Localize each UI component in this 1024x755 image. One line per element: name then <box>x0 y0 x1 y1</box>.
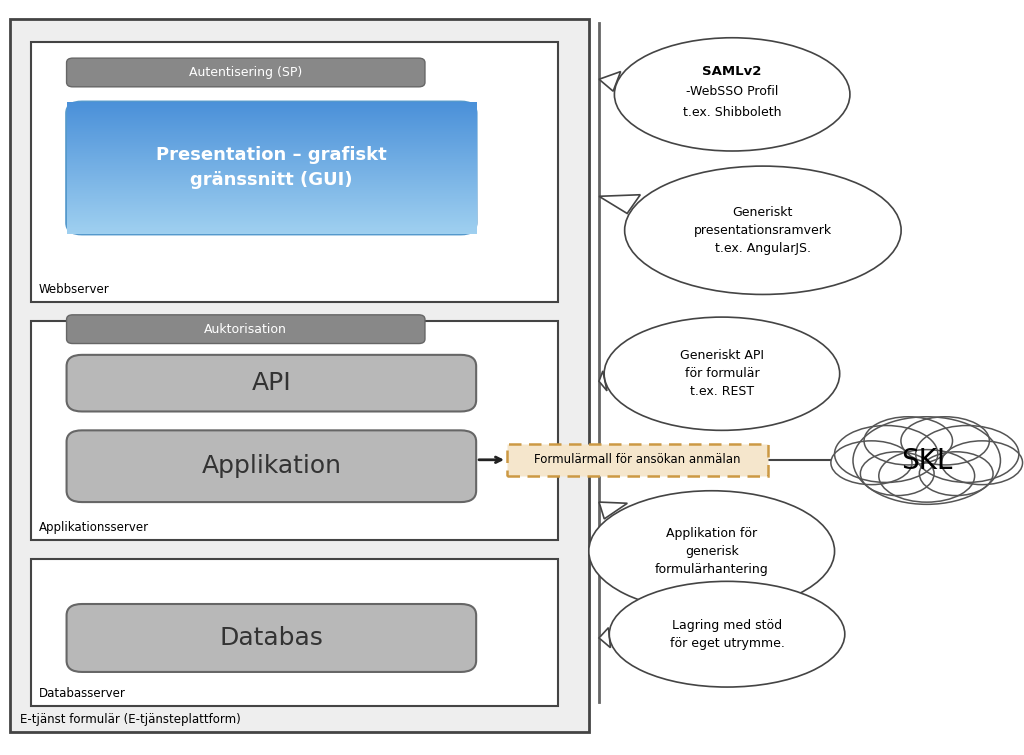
Text: Databas: Databas <box>219 626 324 650</box>
Bar <box>31 321 558 540</box>
Text: Applikation för
generisk
formulärhantering: Applikation för generisk formulärhanteri… <box>654 527 769 575</box>
Text: Auktorisation: Auktorisation <box>205 322 287 336</box>
Ellipse shape <box>604 317 840 430</box>
Polygon shape <box>599 502 628 519</box>
Ellipse shape <box>830 441 912 485</box>
Ellipse shape <box>860 451 934 495</box>
Text: E-tjänst formulär (E-tjänsteplattform): E-tjänst formulär (E-tjänsteplattform) <box>20 713 242 726</box>
Ellipse shape <box>609 581 845 687</box>
Ellipse shape <box>920 451 993 495</box>
Text: Databasserver: Databasserver <box>39 687 126 700</box>
Text: Generiskt API
för formulär
t.ex. REST: Generiskt API för formulär t.ex. REST <box>680 350 764 398</box>
Bar <box>507 444 768 476</box>
Polygon shape <box>599 195 640 214</box>
Text: Lagring med stöd
för eget utrymme.: Lagring med stöd för eget utrymme. <box>670 618 784 650</box>
Ellipse shape <box>901 417 989 465</box>
Text: Generiskt
presentationsramverk
t.ex. AngularJS.: Generiskt presentationsramverk t.ex. Ang… <box>694 206 831 254</box>
FancyBboxPatch shape <box>67 604 476 672</box>
FancyBboxPatch shape <box>67 355 476 411</box>
Text: API: API <box>252 371 291 395</box>
Ellipse shape <box>589 491 835 612</box>
Ellipse shape <box>941 441 1023 485</box>
Ellipse shape <box>879 449 975 502</box>
Text: Webbserver: Webbserver <box>39 283 110 296</box>
FancyBboxPatch shape <box>67 430 476 502</box>
Text: Autentisering (SP): Autentisering (SP) <box>189 66 302 79</box>
Text: Presentation – grafiskt
gränssnitt (GUI): Presentation – grafiskt gränssnitt (GUI) <box>156 146 387 190</box>
Ellipse shape <box>915 426 1019 482</box>
Ellipse shape <box>614 38 850 151</box>
Text: Formulärmall för ansökan anmälan: Formulärmall för ansökan anmälan <box>535 453 740 467</box>
Text: Applikationsserver: Applikationsserver <box>39 521 150 534</box>
Text: t.ex. Shibboleth: t.ex. Shibboleth <box>683 106 781 119</box>
FancyBboxPatch shape <box>67 58 425 87</box>
Polygon shape <box>599 72 621 91</box>
Polygon shape <box>599 627 610 648</box>
Polygon shape <box>599 371 607 391</box>
Bar <box>31 559 558 706</box>
Ellipse shape <box>625 166 901 294</box>
Text: Applikation: Applikation <box>202 455 341 478</box>
Bar <box>31 42 558 302</box>
FancyBboxPatch shape <box>67 315 425 344</box>
Ellipse shape <box>864 417 952 465</box>
Ellipse shape <box>835 426 938 482</box>
Ellipse shape <box>853 417 1000 504</box>
Text: SAMLv2: SAMLv2 <box>702 65 762 79</box>
Text: SKL: SKL <box>901 446 952 475</box>
Text: -WebSSO Profil: -WebSSO Profil <box>686 85 778 98</box>
Bar <box>10 19 589 732</box>
